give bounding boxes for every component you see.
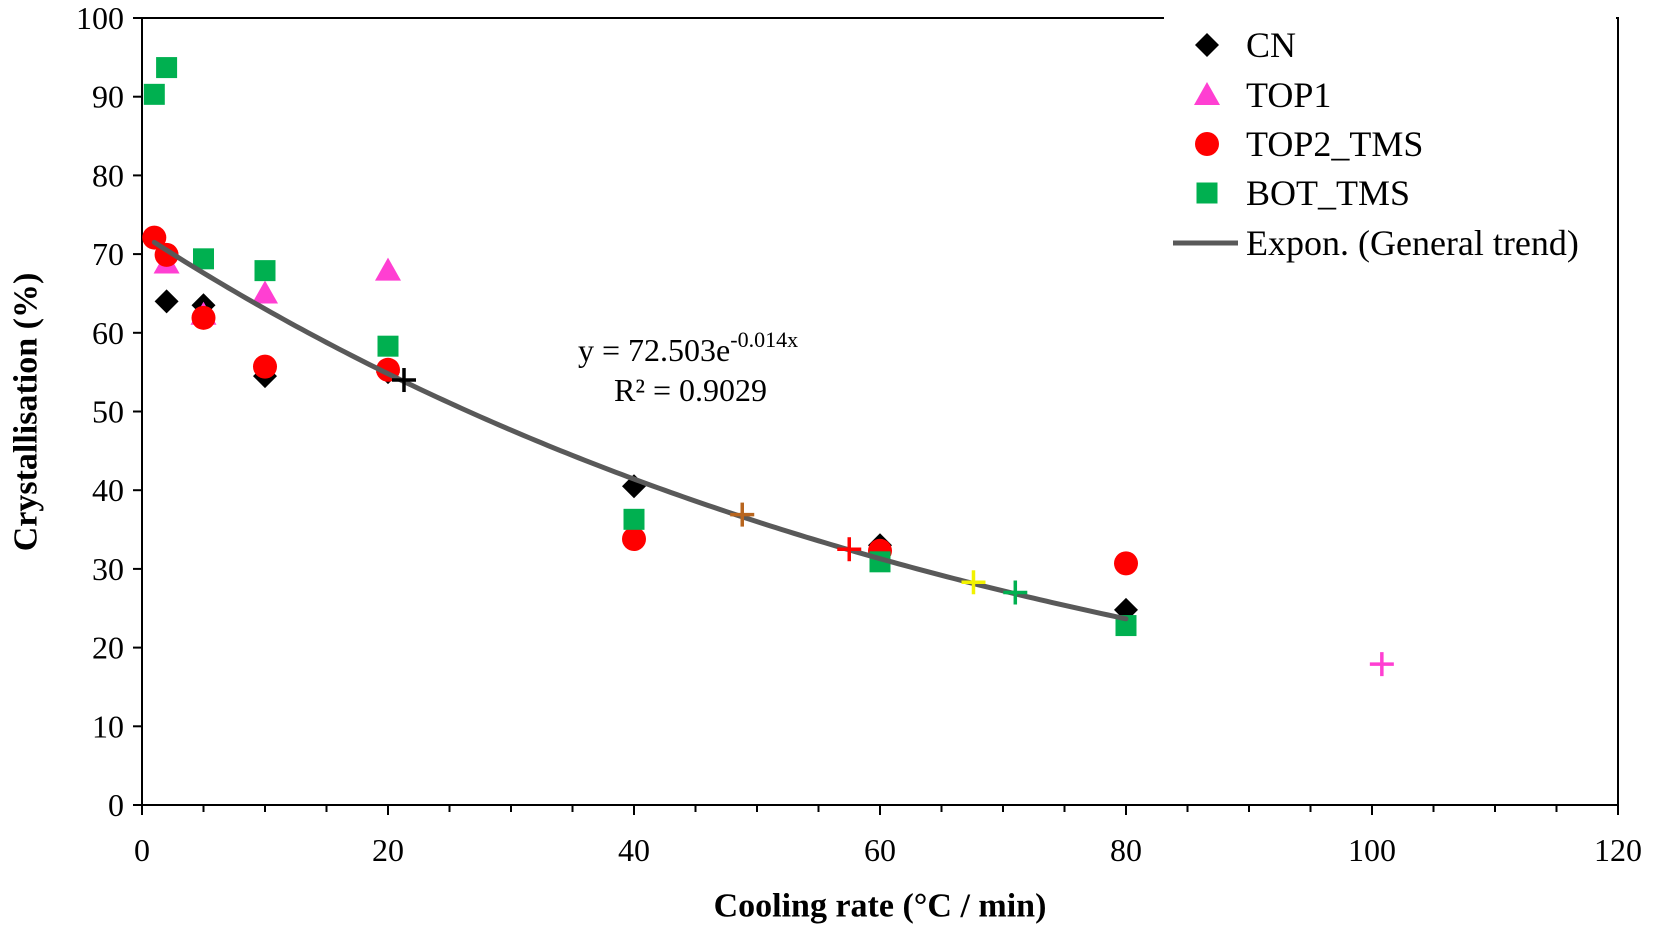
legend-label-top2-tms: TOP2_TMS [1246,124,1423,164]
plus-point [837,537,862,562]
cn-point [154,289,179,314]
y-tick-labels: 0 10 20 30 40 50 60 70 80 90 100 [76,0,124,823]
x-tick-label: 120 [1594,832,1642,868]
trend-r-squared: R² = 0.9029 [614,372,767,408]
x-axis-title: Cooling rate (°C / min) [714,888,1047,925]
y-axis-title: Crystallisation (%) [8,273,45,552]
bot-tms-point [623,508,645,530]
top1-point [252,280,278,304]
top1-point [375,257,401,281]
bot-tms-point [156,57,178,79]
top2-tms-point [1114,551,1138,576]
x-tick-label: 100 [1348,832,1396,868]
top2-tms-point [622,526,646,551]
legend-label-cn: CN [1246,25,1296,65]
tick-marks [133,17,1619,815]
plus-point [1369,652,1394,677]
trend-equation-base: y = 72.503e [578,332,730,368]
series-bot-tms [143,57,1137,637]
legend-background [1164,8,1616,270]
legend-markers [1194,33,1220,204]
x-tick-label: 20 [372,832,404,868]
legend-top1-marker [1194,82,1220,105]
y-tick-label: 100 [76,0,124,36]
legend-label-trendline: Expon. (General trend) [1246,223,1579,263]
x-tick-label: 60 [864,832,896,868]
y-tick-label: 80 [92,157,124,193]
y-tick-label: 70 [92,236,124,272]
plus-point [1003,580,1028,605]
top2-tms-point [253,354,277,379]
y-tick-label: 20 [92,630,124,666]
legend: CN TOP1 TOP2_TMS BOT_TMS Expon. (General… [1164,8,1616,270]
x-tick-label: 40 [618,832,650,868]
legend-label-top1: TOP1 [1246,75,1331,115]
x-tick-label: 0 [134,832,150,868]
bot-tms-point [254,260,276,282]
plus-point [730,502,755,527]
data-series [142,57,1138,637]
y-tick-label: 60 [92,315,124,351]
y-tick-label: 0 [108,787,124,823]
plus-point [961,570,986,595]
bot-tms-point [143,83,165,105]
x-tick-label: 80 [1110,832,1142,868]
bot-tms-point [1115,615,1137,637]
y-tick-label: 40 [92,472,124,508]
legend-label-bot-tms: BOT_TMS [1246,173,1410,213]
x-tick-labels: 0 20 40 60 80 100 120 [134,832,1642,868]
legend-cn-marker [1195,33,1219,57]
trend-equation-exponent: -0.014x [730,327,798,352]
y-tick-label: 90 [92,79,124,115]
y-tick-label: 50 [92,394,124,430]
y-tick-label: 10 [92,708,124,744]
plus-point [391,368,416,393]
unlabeled-points [391,368,1394,677]
bot-tms-point [193,248,214,270]
trend-equation: y = 72.503e-0.014x [578,327,798,368]
legend-top2-tms-marker [1195,132,1219,156]
y-tick-label: 30 [92,551,124,587]
legend-bot-tms-marker [1196,182,1218,204]
bot-tms-point [377,335,399,357]
top2-tms-point [191,305,216,330]
